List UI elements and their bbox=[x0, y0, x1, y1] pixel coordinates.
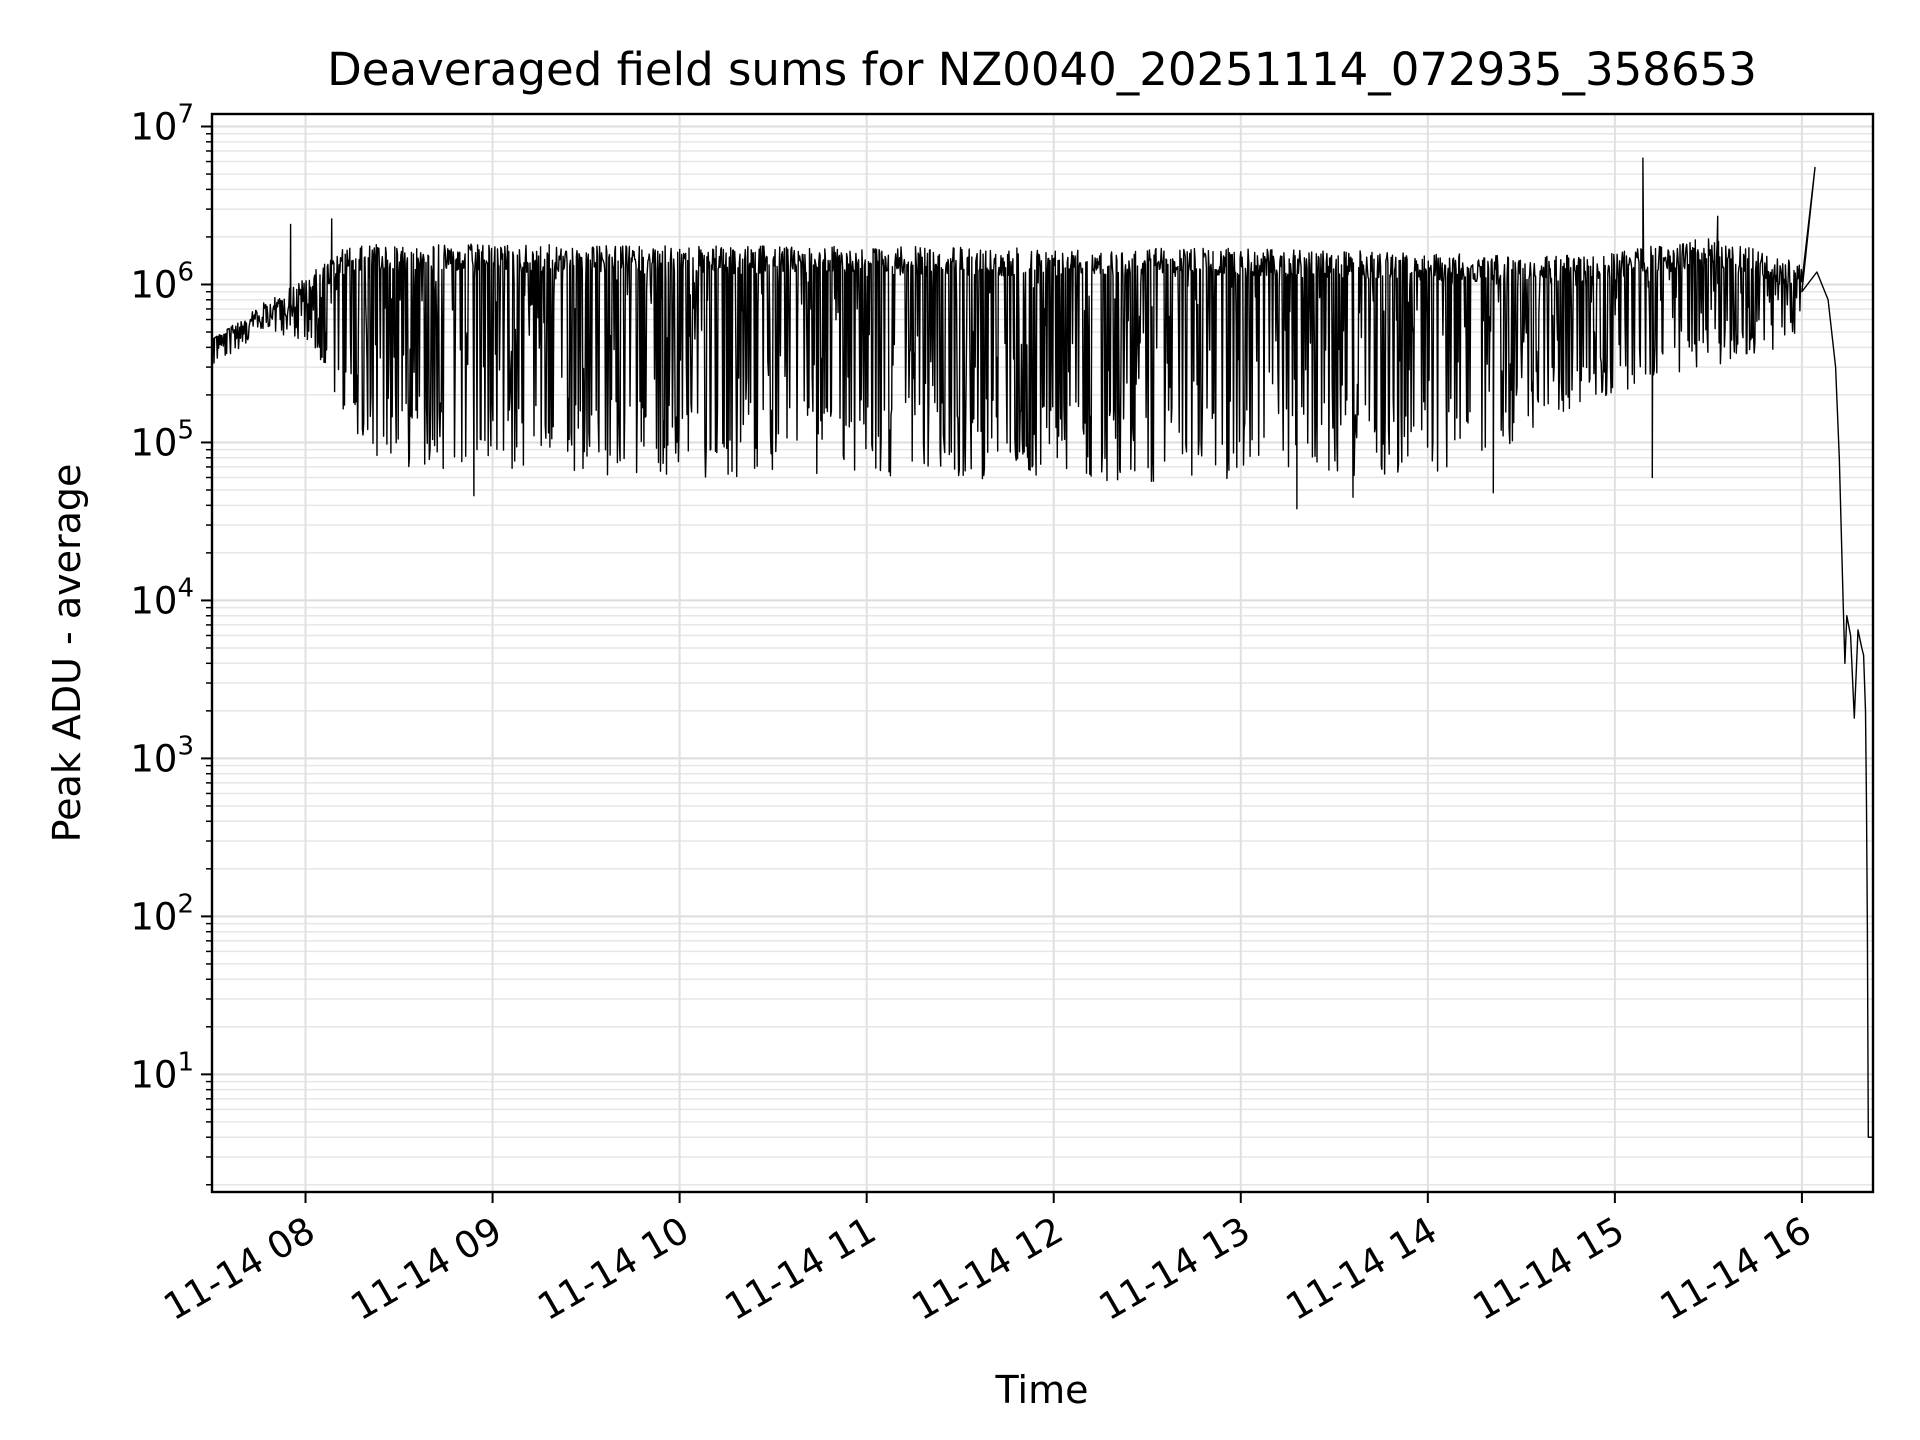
y-tick-label: 105 bbox=[130, 415, 194, 464]
y-tick-label: 103 bbox=[130, 731, 194, 780]
x-tick-label: 11-14 08 bbox=[156, 1209, 322, 1329]
x-axis: 11-14 08 11-14 09 11-14 10 11-14 11 11-14 12… bbox=[156, 1192, 1818, 1329]
y-axis-label: Peak ADU - average bbox=[45, 464, 89, 843]
x-tick-label: 11-14 10 bbox=[531, 1209, 697, 1329]
x-axis-label: Time bbox=[995, 1368, 1089, 1412]
series-line bbox=[211, 157, 1873, 1138]
y-tick-label: 104 bbox=[130, 573, 194, 622]
x-tick-label: 11-14 11 bbox=[718, 1209, 884, 1329]
x-tick-label: 11-14 12 bbox=[905, 1209, 1071, 1329]
x-tick-label: 11-14 15 bbox=[1466, 1209, 1632, 1329]
y-tick-label: 102 bbox=[130, 889, 194, 938]
y-tick-label: 106 bbox=[130, 257, 194, 306]
data-series bbox=[211, 157, 1873, 1138]
y-axis: 101 102 103 104 105 106 107 bbox=[130, 100, 212, 1186]
x-tick-label: 11-14 09 bbox=[344, 1209, 510, 1329]
chart-title: Deaveraged field sums for NZ0040_2025111… bbox=[327, 43, 1757, 96]
y-tick-label: 107 bbox=[130, 100, 194, 149]
plot-area-frame bbox=[210, 112, 1875, 1194]
x-tick-label: 11-14 13 bbox=[1092, 1209, 1258, 1329]
x-tick-label: 11-14 14 bbox=[1279, 1209, 1445, 1329]
x-tick-label: 11-14 16 bbox=[1653, 1209, 1819, 1329]
y-tick-label: 101 bbox=[130, 1047, 194, 1096]
